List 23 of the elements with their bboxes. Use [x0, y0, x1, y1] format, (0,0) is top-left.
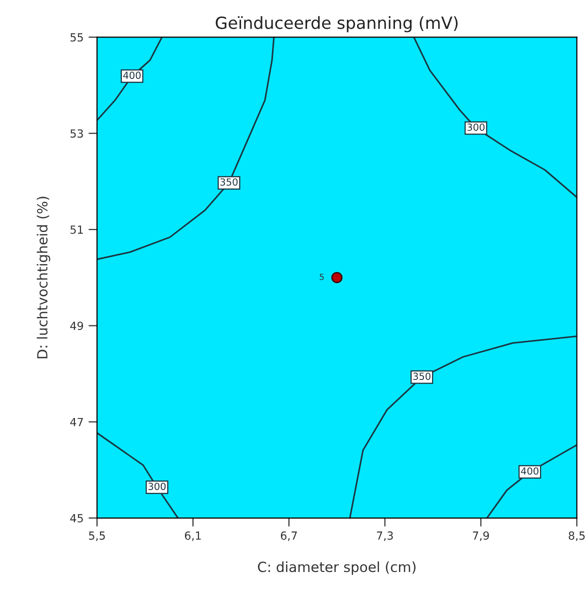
line-series — [97, 432, 179, 518]
x-tick-label: 7,3 — [376, 531, 393, 541]
y-axis-title: D: luchtvochtigheid (%) — [36, 196, 50, 358]
y-tick-label: 51 — [70, 226, 83, 234]
point — [331, 272, 343, 284]
line-series — [413, 37, 577, 198]
x-tick-label: 8,5 — [568, 531, 585, 541]
line-series — [349, 335, 577, 518]
x-tick-label: 7,9 — [472, 531, 489, 541]
y-tick-label: 45 — [70, 514, 83, 522]
line-series — [486, 444, 577, 518]
line-series — [97, 37, 163, 122]
x-tick-label: 6,1 — [184, 531, 201, 541]
x-axis-title: C: diameter spoel (cm) — [258, 561, 416, 575]
chart-title: Geïnduceerde spanning (mV) — [216, 16, 458, 32]
y-tick-label: 49 — [70, 322, 84, 330]
annotation: 5 — [320, 274, 324, 280]
y-tick-label: 55 — [70, 33, 83, 42]
x-tick-label: 5,5 — [89, 532, 105, 541]
line-series — [97, 37, 275, 260]
y-tick-label: 47 — [70, 418, 83, 426]
y-tick-label: 53 — [70, 129, 83, 138]
x-tick-label: 6,7 — [280, 531, 297, 541]
